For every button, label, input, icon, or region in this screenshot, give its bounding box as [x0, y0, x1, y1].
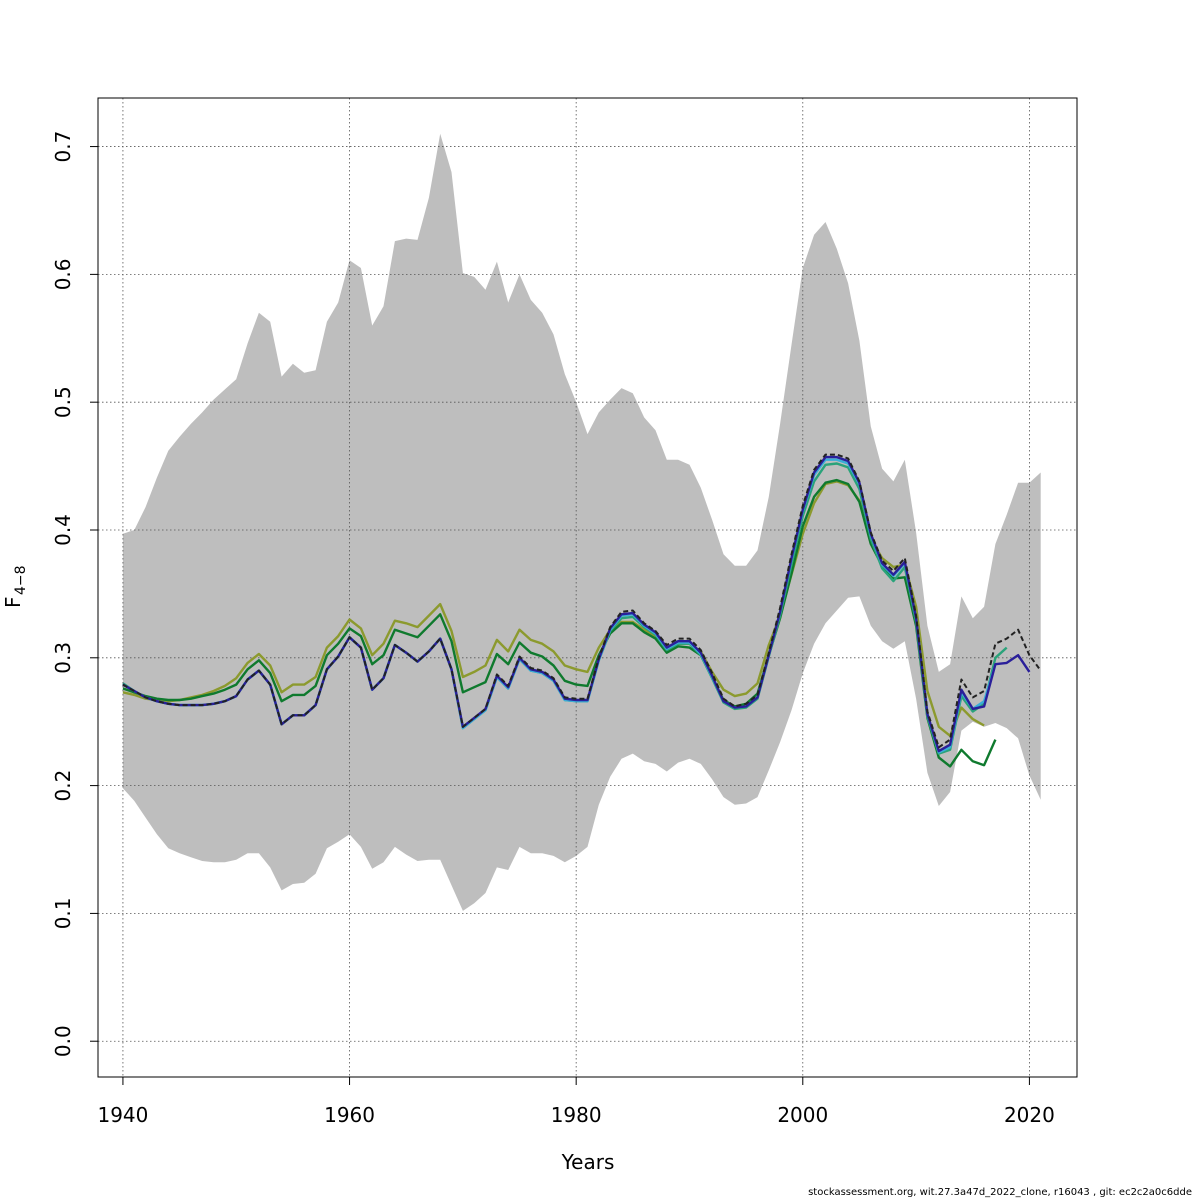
- y-tick-label: 0.1: [51, 897, 75, 929]
- confidence-band: [122, 133, 1041, 911]
- x-tick-label: 2020: [1004, 1103, 1055, 1127]
- x-tick-label: 1960: [324, 1103, 375, 1127]
- y-tick-label: 0.3: [51, 642, 75, 674]
- footer-credit: stockassessment.org, wit.27.3a47d_2022_c…: [808, 1187, 1192, 1198]
- y-tick-label: 0.6: [51, 258, 75, 290]
- x-tick-label: 1940: [97, 1103, 148, 1127]
- series-layer: [122, 453, 1042, 768]
- confidence-band-layer: [122, 133, 1041, 911]
- y-tick-label: 0.2: [51, 770, 75, 802]
- y-tick-label: 0.0: [51, 1025, 75, 1057]
- y-axis-label-base: F: [1, 596, 25, 608]
- plot-frame: [97, 97, 1078, 1078]
- series-line-black: [122, 453, 1042, 749]
- y-tick-label: 0.4: [51, 514, 75, 546]
- x-tick-label: 1980: [551, 1103, 602, 1127]
- y-tick-label: 0.7: [51, 131, 75, 163]
- series-line-dark-green: [122, 478, 997, 768]
- y-axis-label-subscript: 4−8: [13, 565, 29, 595]
- axis-layer: 1940 1960 1980 2000 2020 0.0 0.1 0.2 0.3 0.4 0.5 0.…: [51, 131, 1055, 1127]
- y-tick-label: 0.5: [51, 386, 75, 418]
- series-line-olive: [122, 480, 985, 737]
- x-tick-label: 2000: [777, 1103, 828, 1127]
- grid-layer: [98, 98, 1077, 1077]
- x-axis-label: Years: [561, 1150, 615, 1174]
- y-axis-label: F 4−8: [1, 565, 29, 608]
